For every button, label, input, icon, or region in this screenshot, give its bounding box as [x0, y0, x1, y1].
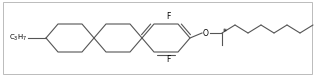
- Text: F: F: [166, 12, 170, 21]
- Text: *: *: [223, 28, 227, 37]
- Text: O: O: [203, 28, 209, 37]
- Text: F: F: [166, 55, 170, 64]
- Text: C$_3$H$_7$: C$_3$H$_7$: [9, 33, 27, 43]
